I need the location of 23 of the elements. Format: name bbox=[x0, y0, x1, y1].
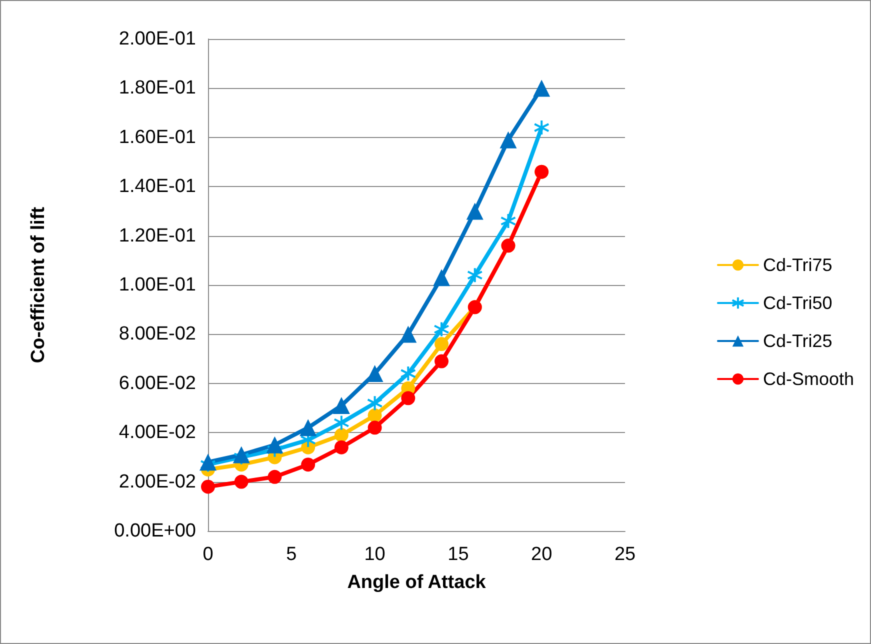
y-tick-label: 1.20E-01 bbox=[118, 225, 196, 246]
y-tick-label: 4.00E-02 bbox=[118, 422, 196, 444]
y-tick-label: 1.80E-01 bbox=[118, 78, 196, 99]
legend-label: Cd-Tri75 bbox=[762, 255, 832, 275]
x-tick-label: 10 bbox=[364, 544, 386, 565]
y-tick-label: 0.00E+00 bbox=[114, 520, 196, 542]
y-tick-label: 1.00E-01 bbox=[118, 274, 196, 296]
x-tick-label: 0 bbox=[202, 544, 214, 565]
y-tick-label: 6.00E-02 bbox=[118, 372, 196, 394]
y-axis-title: Co-efficient of lift bbox=[28, 206, 49, 364]
y-tick-label: 8.00E-02 bbox=[118, 324, 196, 345]
y-tick-label: 1.60E-01 bbox=[118, 126, 196, 148]
x-axis-title: Angle of Attack bbox=[347, 572, 486, 593]
legend-label: Cd-Smooth bbox=[762, 369, 854, 389]
x-tick-label: 20 bbox=[531, 544, 552, 565]
x-tick-label: 25 bbox=[614, 544, 636, 565]
legend-label: Cd-Tri25 bbox=[762, 331, 832, 351]
x-tick-label: 15 bbox=[448, 544, 469, 565]
legend-label: Cd-Tri50 bbox=[762, 293, 832, 313]
y-tick-label: 2.00E-01 bbox=[118, 28, 196, 50]
y-tick-label: 2.00E-02 bbox=[118, 471, 196, 492]
y-tick-label: 1.40E-01 bbox=[118, 176, 196, 198]
x-tick-label: 5 bbox=[286, 544, 297, 565]
